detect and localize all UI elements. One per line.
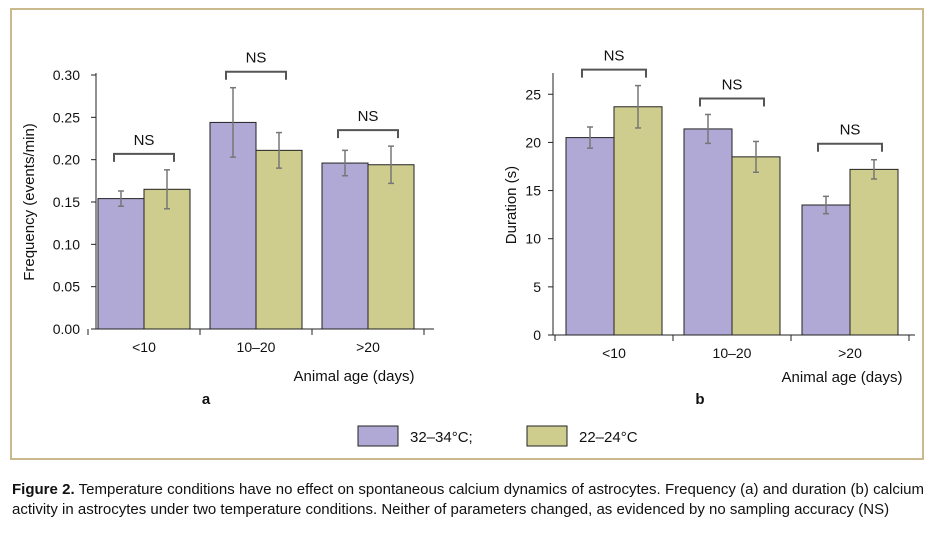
x-tick-label: >20 (356, 339, 380, 355)
y-tick-label: 10 (525, 231, 541, 247)
y-tick-label: 20 (525, 134, 541, 150)
y-axis-label: Frequency (events/min) (21, 123, 38, 281)
y-tick-label: 0.20 (53, 152, 80, 168)
caption-label: Figure 2. (12, 481, 75, 498)
legend-swatch-32-34 (357, 425, 399, 447)
x-axis-label: Animal age (days) (782, 369, 903, 386)
significance-label: NS (246, 50, 267, 67)
bar-22-24-0 (143, 188, 191, 330)
bar-22-24-0 (613, 106, 663, 336)
significance-bracket (113, 152, 175, 162)
y-tick-label: 0.15 (53, 194, 80, 210)
caption-text: Temperature conditions have no effect on… (12, 481, 925, 518)
x-tick-label: <10 (602, 345, 626, 361)
panel-label: b (695, 391, 704, 408)
significance-bracket (225, 70, 287, 80)
figure-svg: 0.00 0.05 0.10 0.15 0.20 0.25 0.30 <10 NS 10–20 NS… (21, 48, 915, 447)
x-tick-label: 10–20 (237, 339, 276, 355)
panel-label: a (202, 391, 211, 408)
significance-label: NS (840, 122, 861, 139)
panel-b-chart: 0 5 10 15 20 25 <10 NS 10–20 NS >20 NS Duration (s) A… (503, 48, 915, 408)
bar-22-24-2 (849, 168, 899, 336)
x-axis-label: Animal age (days) (294, 368, 415, 385)
y-tick-label: 5 (533, 279, 541, 295)
y-tick-label: 25 (525, 86, 541, 102)
y-tick-label: 0 (533, 327, 541, 343)
bar-32-34-2 (321, 162, 369, 330)
x-tick-label: 10–20 (713, 345, 752, 361)
bar-22-24-1 (731, 156, 781, 336)
significance-label: NS (722, 76, 743, 93)
significance-bracket (581, 68, 647, 78)
y-tick-label: 0.10 (53, 236, 80, 252)
significance-label: NS (604, 48, 625, 65)
significance-label: NS (358, 108, 379, 125)
significance-bracket (337, 129, 399, 139)
legend-label-32-34: 32–34°C; (410, 429, 473, 446)
significance-bracket (817, 142, 883, 152)
bar-32-34-1 (683, 128, 733, 336)
y-tick-label: 0.05 (53, 279, 80, 295)
x-tick-label: <10 (132, 339, 156, 355)
y-tick-label: 15 (525, 183, 541, 199)
y-tick-label: 0.25 (53, 109, 80, 125)
legend-swatch-22-24 (526, 425, 568, 447)
y-axis-label: Duration (s) (503, 166, 520, 244)
legend: 32–34°C; 22–24°C (357, 425, 638, 447)
bar-32-34-0 (565, 137, 615, 336)
significance-label: NS (134, 132, 155, 149)
bar-22-24-2 (367, 164, 415, 330)
x-tick-label: >20 (838, 345, 862, 361)
panel-a-chart: 0.00 0.05 0.10 0.15 0.20 0.25 0.30 <10 NS 10–20 NS… (21, 50, 434, 408)
bar-32-34-0 (97, 198, 145, 330)
bar-22-24-1 (255, 149, 303, 330)
significance-bracket (699, 97, 765, 107)
y-tick-label: 0.30 (53, 67, 80, 83)
y-tick-label: 0.00 (53, 321, 80, 337)
legend-label-22-24: 22–24°C (579, 429, 638, 446)
bar-32-34-2 (801, 204, 851, 336)
figure-caption: Figure 2. Temperature conditions have no… (12, 480, 924, 520)
